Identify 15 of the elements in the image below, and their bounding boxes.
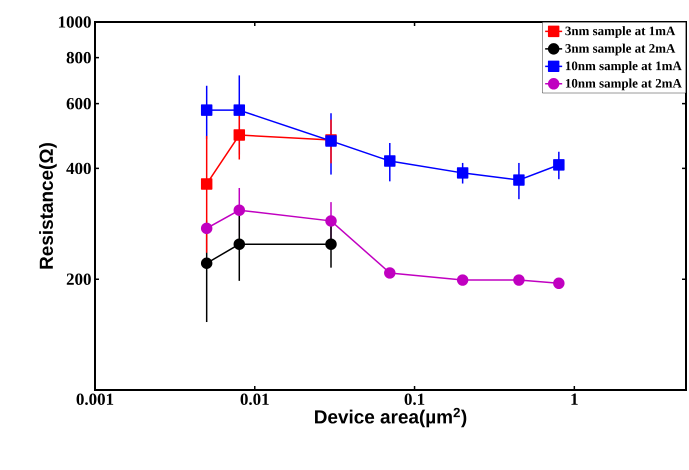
y-axis-title: Resistance(Ω) [39, 143, 57, 269]
x-axis-title: Device area(µm$^{2}$) [315, 408, 466, 428]
legend-label: 3nm sample at 2mA [565, 44, 676, 56]
x-tick-label: 0.01 [240, 394, 269, 406]
legend-label: 10nm sample at 1mA [566, 61, 682, 73]
y-tick-label: 800 [66, 52, 91, 64]
y-tick-label: 200 [66, 274, 91, 285]
x-tick-label: 1 [571, 394, 578, 405]
y-tick-label: 600 [66, 98, 91, 110]
x-tick-label: 0.001 [76, 394, 114, 406]
y-tick-label: 1000 [58, 16, 91, 28]
y-tick-label: 400 [66, 162, 91, 174]
legend-label: 10nm sample at 2mA [566, 78, 682, 90]
x-tick-label: 0.1 [404, 394, 424, 406]
legend-label: 3nm sample at 1mA [565, 26, 676, 38]
